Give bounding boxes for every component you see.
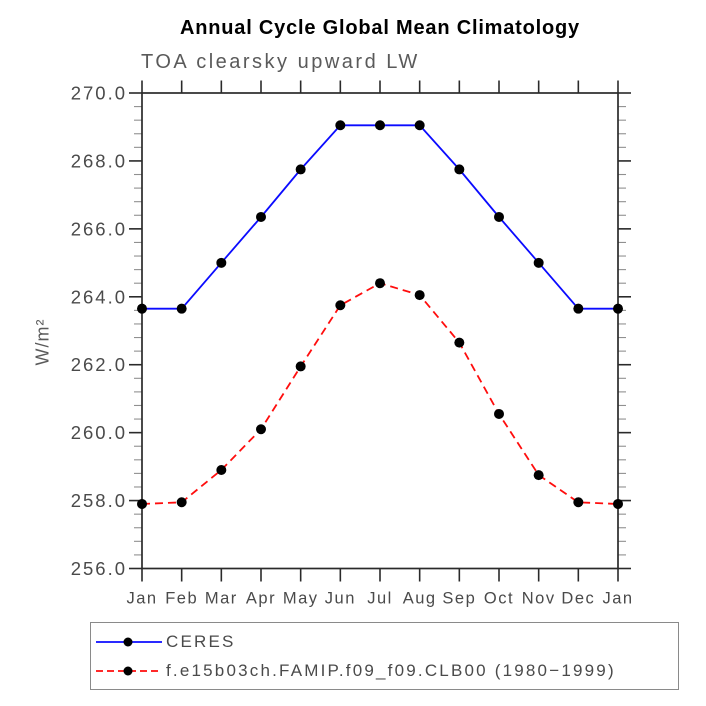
- data-point-series1-12: [613, 498, 623, 509]
- legend-marker-model: [123, 666, 133, 675]
- x-tick-label: Jul: [367, 590, 393, 608]
- data-point-series1-10: [533, 470, 544, 481]
- data-point-series0-10: [533, 257, 544, 268]
- legend-line-sample-ceres: [96, 637, 162, 646]
- data-point-series0-8: [454, 164, 465, 175]
- data-point-series1-0: [137, 498, 147, 509]
- data-point-series1-5: [335, 300, 346, 311]
- y-tick-label: 264.0: [71, 286, 127, 307]
- data-point-series1-7: [414, 290, 425, 301]
- data-point-series1-6: [375, 278, 385, 289]
- y-tick-label: 262.0: [71, 354, 127, 375]
- legend-line-sample-model: [96, 666, 162, 675]
- data-point-series0-1: [176, 303, 187, 314]
- data-point-series0-9: [494, 211, 504, 222]
- legend-label-model: f.e15b03ch.FAMIP.f09_f09.CLB00 (1980−199…: [166, 660, 616, 680]
- x-tick-label: Sep: [442, 590, 476, 608]
- data-point-series1-2: [216, 465, 227, 476]
- x-tick-label: Feb: [165, 590, 198, 608]
- legend-marker-ceres: [123, 637, 133, 646]
- data-point-series1-3: [256, 424, 266, 435]
- data-point-series1-8: [454, 337, 465, 348]
- plot-border: [141, 92, 619, 570]
- x-tick-label: Dec: [561, 590, 595, 608]
- x-tick-label: Oct: [484, 590, 514, 608]
- data-point-series0-11: [573, 303, 584, 314]
- x-tick-label: Aug: [403, 590, 437, 608]
- chart-title: Annual Cycle Global Mean Climatology: [180, 17, 580, 39]
- data-point-series0-2: [216, 257, 227, 268]
- x-tick-label: Jan: [126, 590, 157, 608]
- data-point-series0-0: [137, 303, 147, 314]
- chart-subtitle: TOA clearsky upward LW: [141, 51, 420, 73]
- data-point-series1-11: [573, 497, 584, 508]
- x-tick-label: May: [283, 590, 319, 608]
- x-tick-label: Jun: [325, 590, 356, 608]
- legend-row-model: f.e15b03ch.FAMIP.f09_f09.CLB00 (1980−199…: [94, 656, 678, 685]
- series-line-1: [141, 282, 619, 505]
- y-tick-label: 270.0: [71, 83, 127, 104]
- legend-row-ceres: CERES: [94, 627, 678, 656]
- data-point-series0-7: [414, 120, 425, 131]
- x-tick-label: Jan: [602, 590, 633, 608]
- y-tick-label: 258.0: [71, 490, 127, 511]
- data-point-series0-12: [613, 303, 623, 314]
- data-point-series1-4: [295, 361, 306, 372]
- legend: CERES f.e15b03ch.FAMIP.f09_f09.CLB00 (19…: [90, 622, 679, 690]
- data-point-series0-5: [335, 120, 346, 131]
- data-point-series1-1: [176, 497, 187, 508]
- legend-label-ceres: CERES: [166, 631, 236, 651]
- y-tick-label: 266.0: [71, 218, 127, 239]
- data-point-series0-4: [295, 164, 306, 175]
- data-point-series0-3: [256, 211, 266, 222]
- y-tick-label: 260.0: [71, 422, 127, 443]
- y-tick-label: 256.0: [71, 558, 127, 579]
- data-point-series1-9: [494, 408, 504, 419]
- y-tick-label: 268.0: [71, 150, 127, 171]
- x-tick-label: Mar: [205, 590, 238, 608]
- x-tick-label: Apr: [246, 590, 276, 608]
- x-tick-label: Nov: [522, 590, 556, 608]
- data-point-series0-6: [375, 120, 385, 131]
